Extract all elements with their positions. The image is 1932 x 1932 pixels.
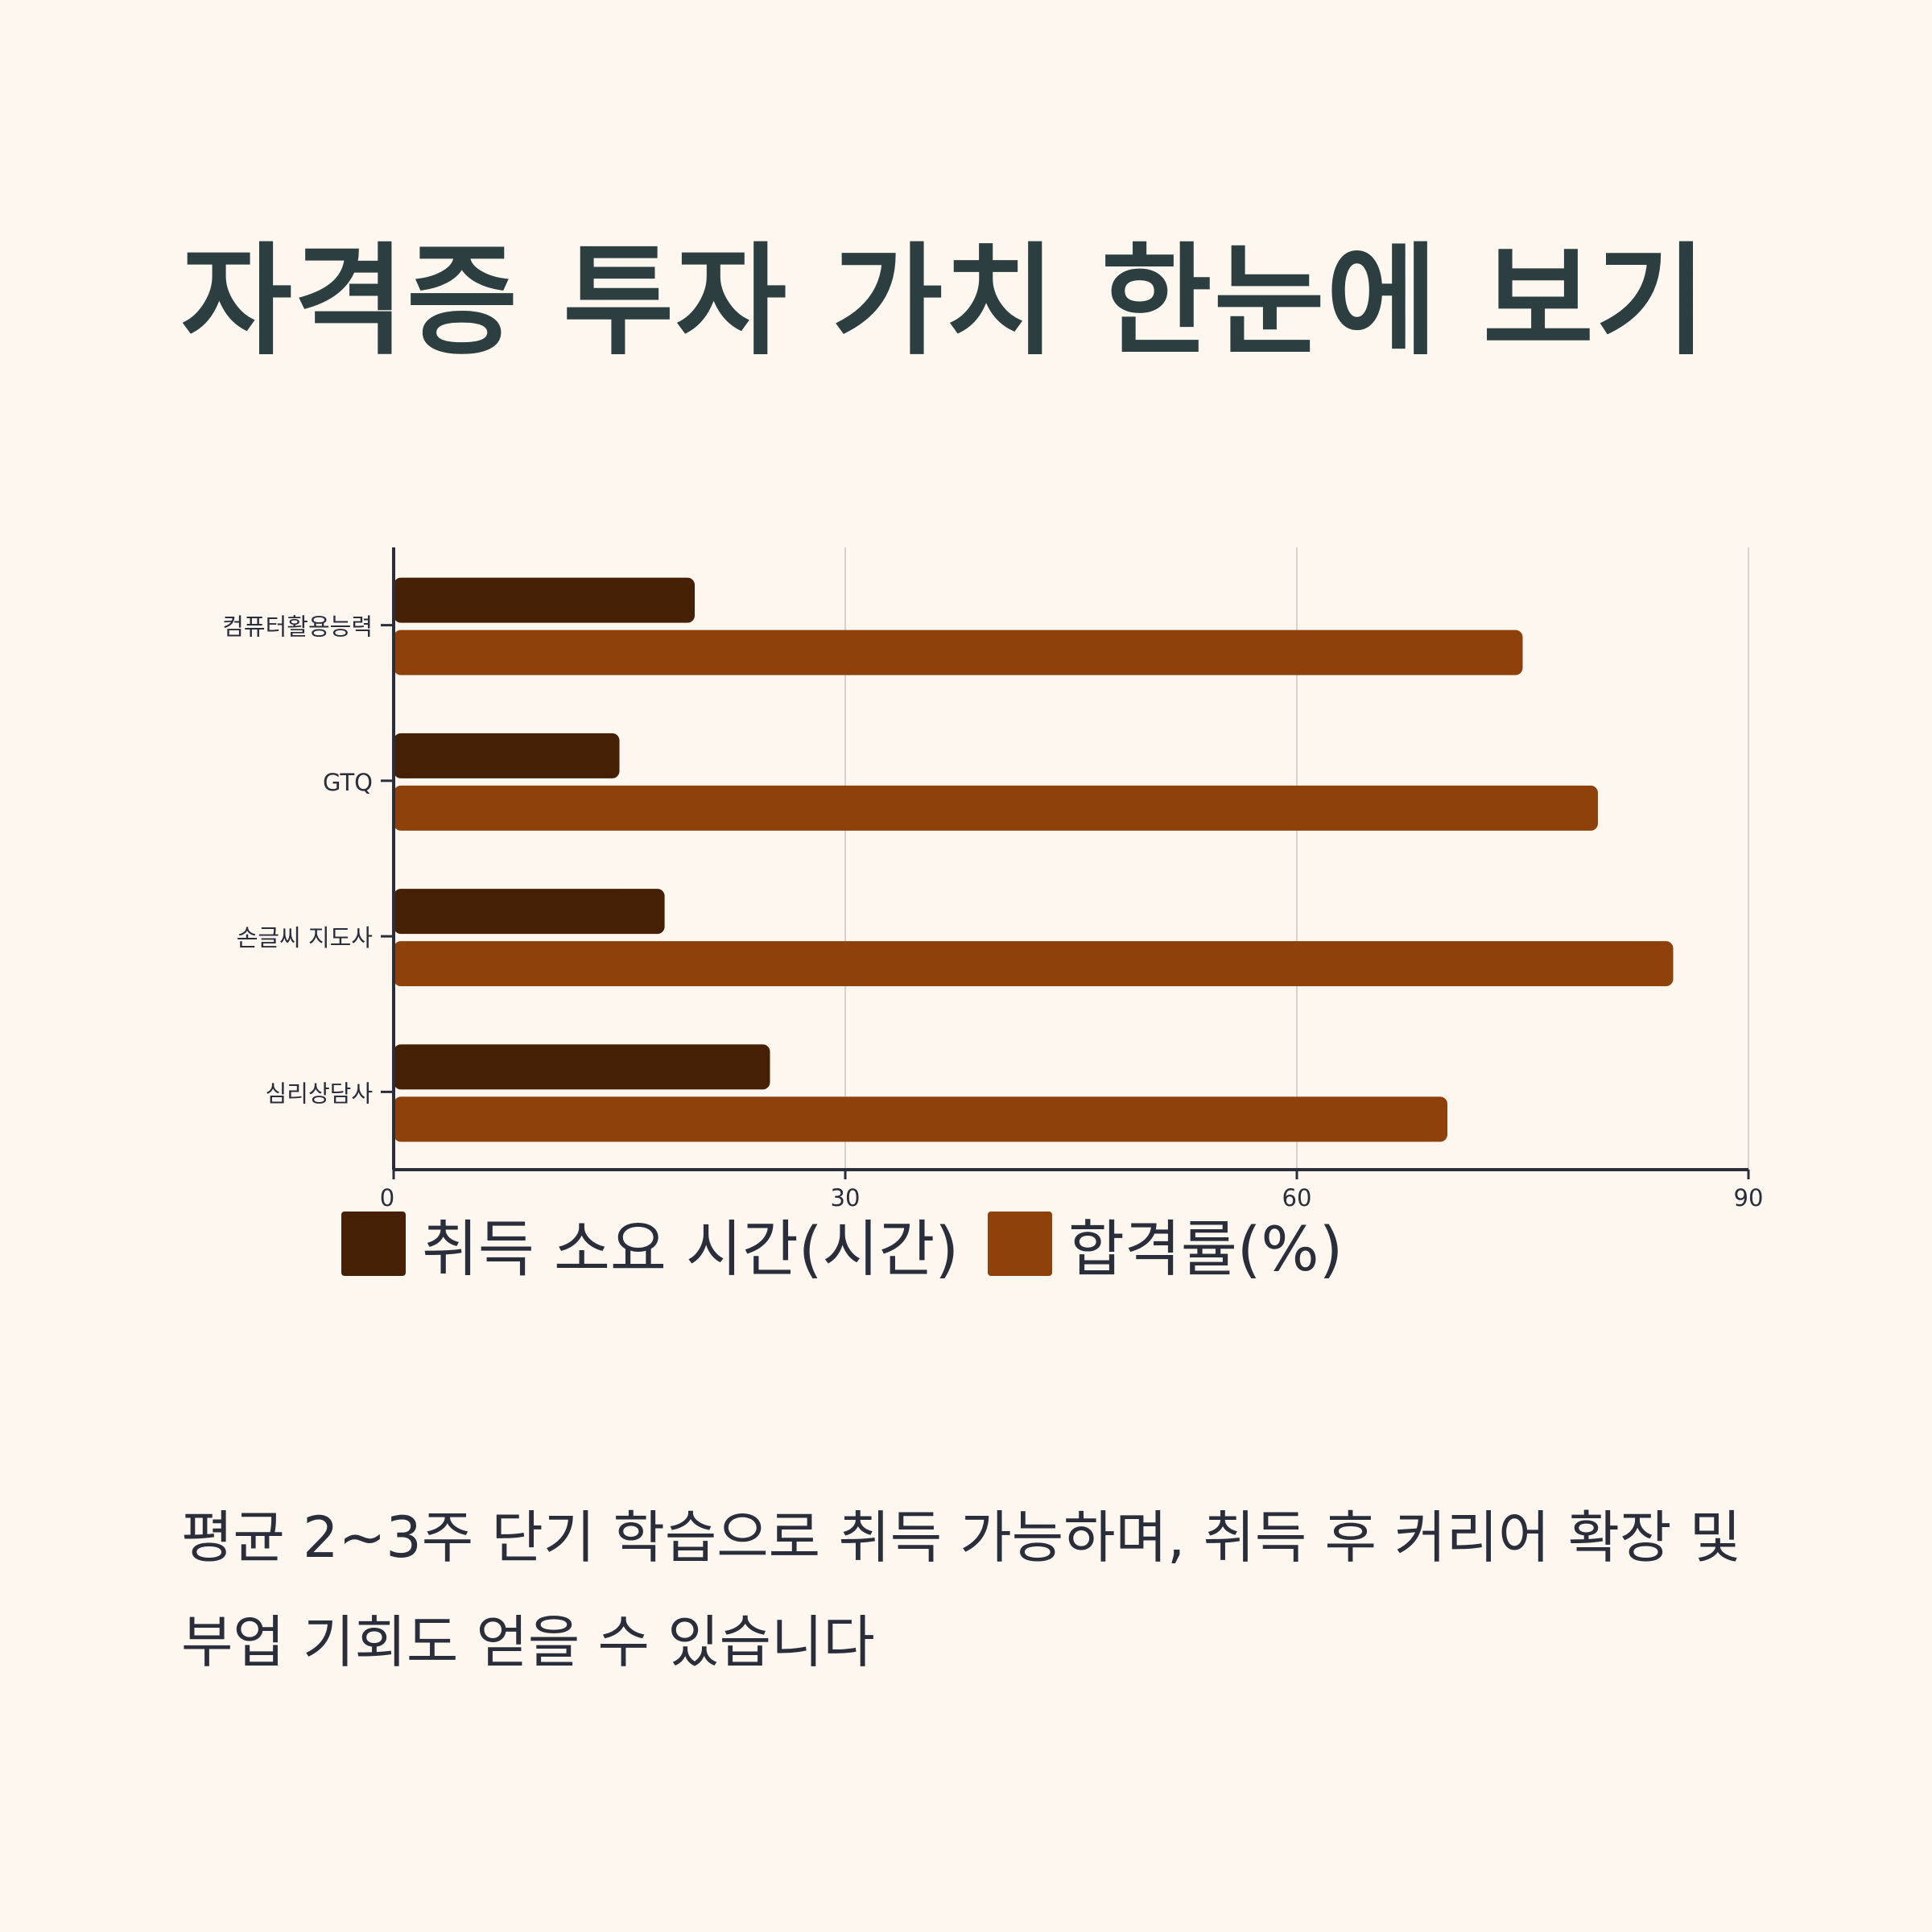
x-tick-label: 0 xyxy=(380,1184,394,1208)
bar-hours-3 xyxy=(394,1044,770,1090)
bar-pass-rate-2 xyxy=(394,941,1674,987)
x-tick-label: 30 xyxy=(831,1184,861,1208)
bar-pass-rate-0 xyxy=(394,630,1523,675)
bar-pass-rate-3 xyxy=(394,1096,1447,1142)
bar-pass-rate-1 xyxy=(394,785,1598,831)
y-tick-label: 심리상담사 xyxy=(266,1080,373,1107)
legend-label-pass-rate: 합격률(%) xyxy=(1067,1213,1344,1285)
legend-label-hours: 취득 소요 시간(시간) xyxy=(422,1213,959,1285)
y-tick-label: 컴퓨터활용능력 xyxy=(222,613,373,641)
chart-legend: 취득 소요 시간(시간) 합격률(%) xyxy=(341,1208,1372,1285)
y-tick-label: 손글씨 지도사 xyxy=(237,924,373,952)
legend-item-pass-rate: 합격률(%) xyxy=(987,1199,1344,1288)
page-title: 자격증 투자 가치 한눈에 보기 xyxy=(181,232,1708,372)
bar-hours-1 xyxy=(394,733,620,778)
bar-hours-2 xyxy=(394,889,665,935)
legend-item-hours: 취득 소요 시간(시간) xyxy=(341,1199,959,1288)
bar-hours-0 xyxy=(394,577,695,623)
legend-swatch-hours xyxy=(341,1212,406,1276)
x-tick-label: 90 xyxy=(1734,1184,1764,1208)
y-tick-label: GTQ xyxy=(323,769,373,796)
x-tick-label: 60 xyxy=(1282,1184,1312,1208)
legend-swatch-pass-rate xyxy=(987,1212,1052,1276)
caption-text: 평균 2~3주 단기 학습으로 취득 가능하며, 취득 후 커리어 확장 및 부… xyxy=(181,1505,1742,1675)
